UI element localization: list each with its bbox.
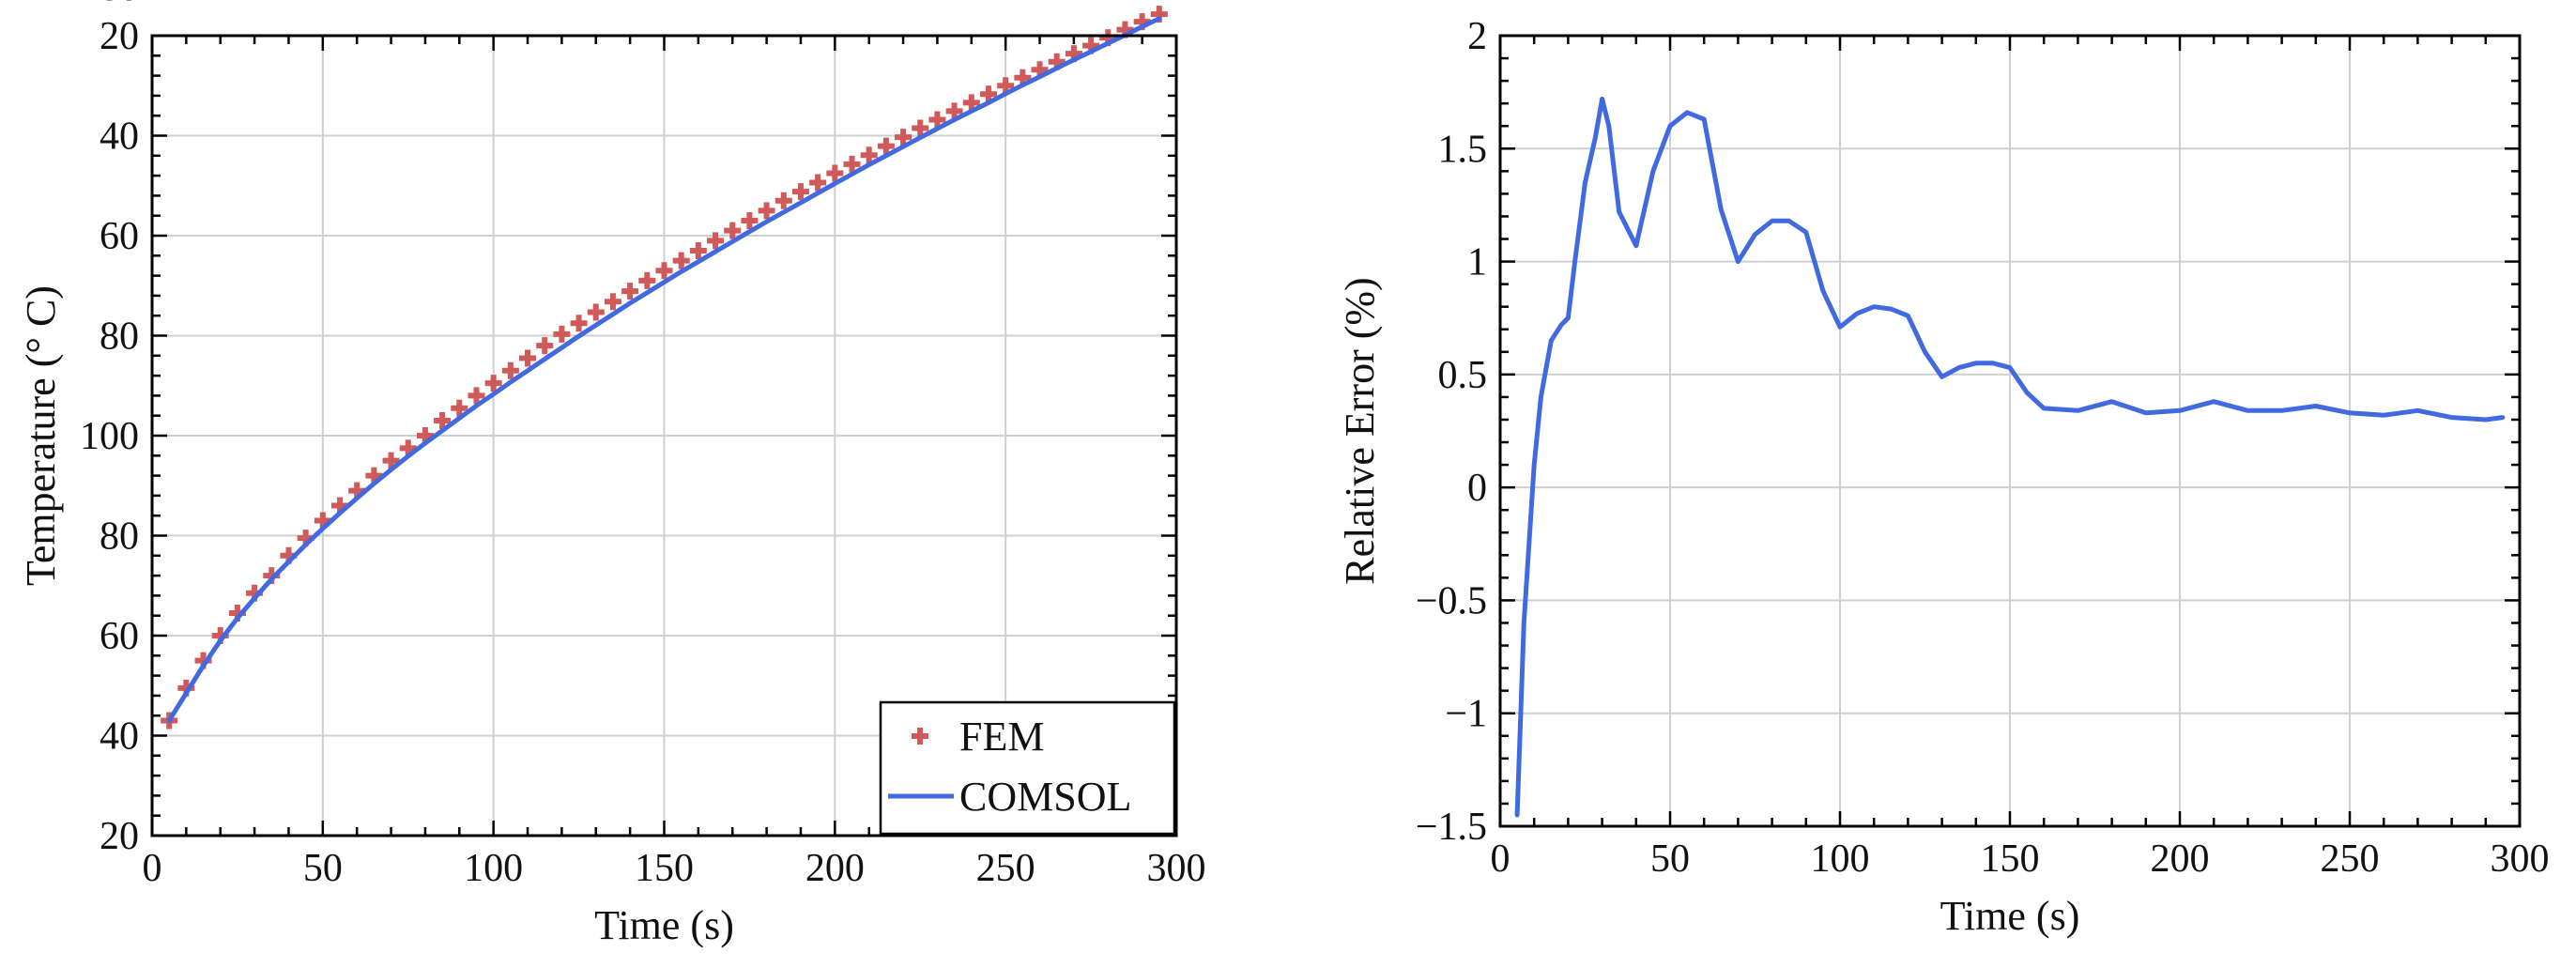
temperature-chart: 0501001502002503002040608010080604020406… (18, 0, 1206, 948)
y-tick-label: 80 (100, 0, 139, 9)
data-point (826, 164, 844, 182)
legend-box (879, 700, 1176, 836)
x-axis-title: Time (s) (1940, 893, 2080, 939)
x-tick-label: 150 (1981, 837, 2040, 881)
data-point (928, 111, 946, 129)
data-point (655, 262, 673, 280)
x-tick-label: 300 (1147, 847, 1206, 890)
y-tick-label: 40 (100, 715, 139, 759)
data-point (638, 271, 656, 289)
data-point (707, 232, 725, 250)
y-tick-label: 1.5 (1438, 128, 1488, 171)
data-point (570, 315, 588, 332)
x-tick-label: 0 (1491, 837, 1510, 881)
x-axis-title: Time (s) (594, 902, 734, 948)
data-point (501, 361, 519, 379)
data-point (860, 146, 878, 164)
x-tick-label: 300 (2491, 837, 2550, 881)
x-tick-label: 250 (2321, 837, 2380, 881)
y-tick-label: 20 (100, 15, 139, 58)
y-axis-title: Relative Error (%) (1337, 277, 1383, 584)
y-tick-label: −1 (1445, 693, 1487, 736)
y-tick-label: 40 (100, 0, 139, 9)
y-tick-label: 60 (100, 0, 139, 9)
x-tick-label: 250 (976, 847, 1035, 890)
x-tick-label: 50 (1650, 837, 1690, 881)
x-tick-label: 100 (1811, 837, 1870, 881)
data-point (741, 212, 759, 230)
y-tick-label: 80 (100, 515, 139, 559)
data-point (536, 337, 554, 355)
x-tick-label: 200 (805, 847, 865, 890)
y-tick-label: −1.5 (1416, 806, 1487, 849)
y-tick-label: 80 (100, 315, 139, 359)
data-point (979, 85, 997, 103)
x-tick-label: 200 (2151, 837, 2210, 881)
data-point (553, 325, 571, 343)
x-tick-label: 150 (635, 847, 694, 890)
legend-marker-fem (912, 728, 928, 745)
plot-frame (150, 34, 1178, 837)
data-point (962, 94, 980, 112)
series-line-comsol (166, 16, 1162, 723)
y-tick-label: 60 (100, 615, 139, 658)
y-tick-label: 2 (1467, 15, 1487, 58)
y-tick-label: 0 (1467, 467, 1487, 510)
x-tick-label: 100 (464, 847, 523, 890)
data-point (809, 174, 827, 192)
data-point (672, 252, 690, 269)
data-point (604, 293, 621, 311)
data-point (382, 452, 400, 469)
y-axis-title: Temperature (° C) (18, 285, 64, 586)
data-point (758, 202, 775, 220)
data-point (877, 137, 895, 155)
data-point (724, 222, 742, 239)
legend-label: FEM (959, 714, 1044, 760)
y-tick-label: −0.5 (1416, 579, 1487, 622)
data-point (451, 399, 468, 417)
data-point (791, 183, 809, 201)
y-tick-label: 100 (80, 415, 139, 458)
data-point (434, 412, 452, 430)
data-point (587, 303, 605, 321)
data-point (774, 192, 792, 209)
data-point (843, 155, 861, 173)
y-tick-label: 40 (100, 115, 139, 159)
data-point (945, 102, 963, 120)
y-tick-label: 60 (100, 215, 139, 258)
relative-error-chart: 0 50 100 150 200 250 300 −1.5 −1 −0.5 0 0.5 1 1.5 2 Tim… (1337, 15, 2550, 939)
series-line-relative-error (1514, 96, 2506, 818)
y-tick-label: 1 (1467, 241, 1487, 284)
data-point (895, 129, 912, 146)
y-tick-label: 0.5 (1438, 354, 1488, 397)
data-point (912, 119, 929, 137)
plot-frame (1498, 34, 2522, 828)
legend-label: COMSOL (959, 774, 1131, 820)
data-point (689, 241, 707, 259)
y-tick-label: 20 (100, 815, 139, 858)
x-tick-label: 0 (143, 847, 162, 890)
data-point (484, 375, 502, 392)
data-point (468, 387, 485, 405)
data-point (519, 349, 537, 367)
data-point (621, 283, 639, 300)
x-tick-label: 50 (303, 847, 343, 890)
